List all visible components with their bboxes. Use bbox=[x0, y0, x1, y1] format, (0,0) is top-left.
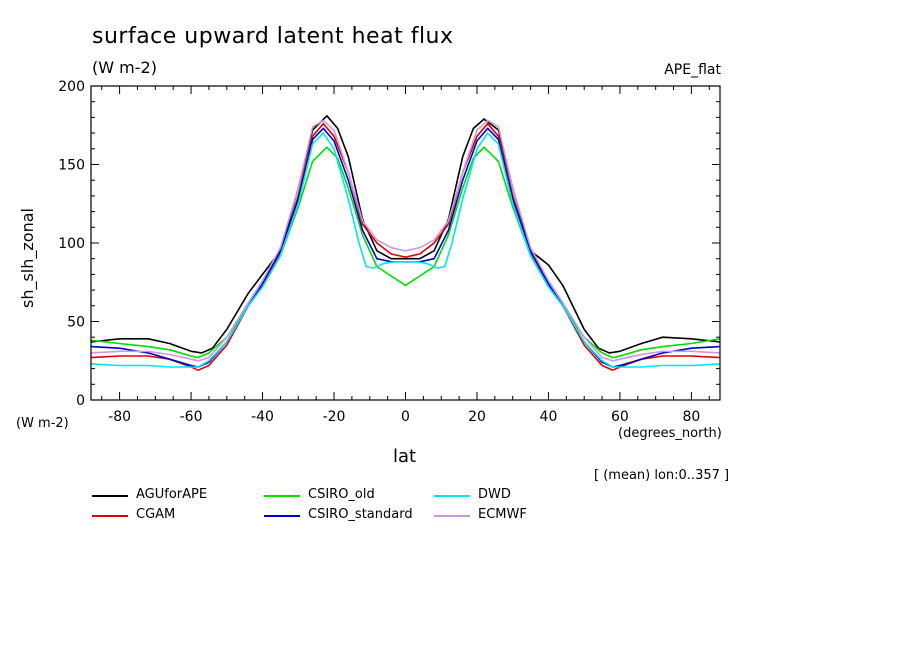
legend-label: ECMWF bbox=[478, 507, 527, 522]
legend-label: CGAM bbox=[136, 507, 176, 522]
legend-swatch bbox=[92, 515, 128, 517]
series-lines bbox=[90, 115, 721, 372]
legend-label: AGUforAPE bbox=[136, 487, 208, 502]
y-tick-label: 100 bbox=[58, 236, 85, 252]
series-line-ecmwf bbox=[90, 119, 721, 362]
legend-swatch bbox=[264, 495, 300, 497]
x-tick-label: 40 bbox=[540, 409, 558, 425]
legend-swatch bbox=[92, 495, 128, 497]
title-units: (W m-2) bbox=[92, 58, 157, 77]
axis-ticks bbox=[91, 85, 720, 401]
y-tick-label: 200 bbox=[58, 79, 85, 95]
y-tick-label: 0 bbox=[76, 393, 85, 409]
y-tick-label: 150 bbox=[58, 158, 85, 174]
chart-title: surface upward latent heat flux bbox=[92, 24, 454, 49]
series-line-dwd bbox=[90, 132, 721, 368]
series-line-aguforape bbox=[90, 115, 721, 354]
x-tick-label: 60 bbox=[611, 409, 629, 425]
x-tick-label: -20 bbox=[323, 409, 346, 425]
legend-swatch bbox=[264, 515, 300, 517]
legend-label: CSIRO_standard bbox=[308, 507, 413, 522]
x-tick-label: 0 bbox=[401, 409, 410, 425]
y-axis-units: (W m-2) bbox=[16, 416, 69, 431]
x-tick-label: -80 bbox=[108, 409, 131, 425]
legend-label: DWD bbox=[478, 487, 511, 502]
series-line-csiro-standard bbox=[90, 127, 721, 368]
case-label: APE_flat bbox=[664, 62, 721, 78]
x-tick-label: -40 bbox=[251, 409, 274, 425]
series-line-csiro-old bbox=[90, 146, 721, 359]
y-tick-label: 50 bbox=[67, 315, 85, 331]
x-tick-label: 80 bbox=[682, 409, 700, 425]
legend-label: CSIRO_old bbox=[308, 487, 375, 502]
averaging-note: [ (mean) lon:0..357 ] bbox=[594, 468, 730, 483]
series-line-cgam bbox=[90, 122, 721, 372]
legend-swatch bbox=[434, 495, 470, 497]
x-axis-label: lat bbox=[393, 446, 417, 467]
legend-swatch bbox=[434, 515, 470, 517]
plot-frame bbox=[90, 85, 721, 401]
tick-labels: -80 -60 -40 -20 0 20 40 60 80 0 50 100 150 200 bbox=[58, 79, 700, 425]
x-tick-label: -60 bbox=[180, 409, 203, 425]
x-axis-units: (degrees_north) bbox=[618, 426, 722, 441]
x-tick-label: 20 bbox=[468, 409, 486, 425]
